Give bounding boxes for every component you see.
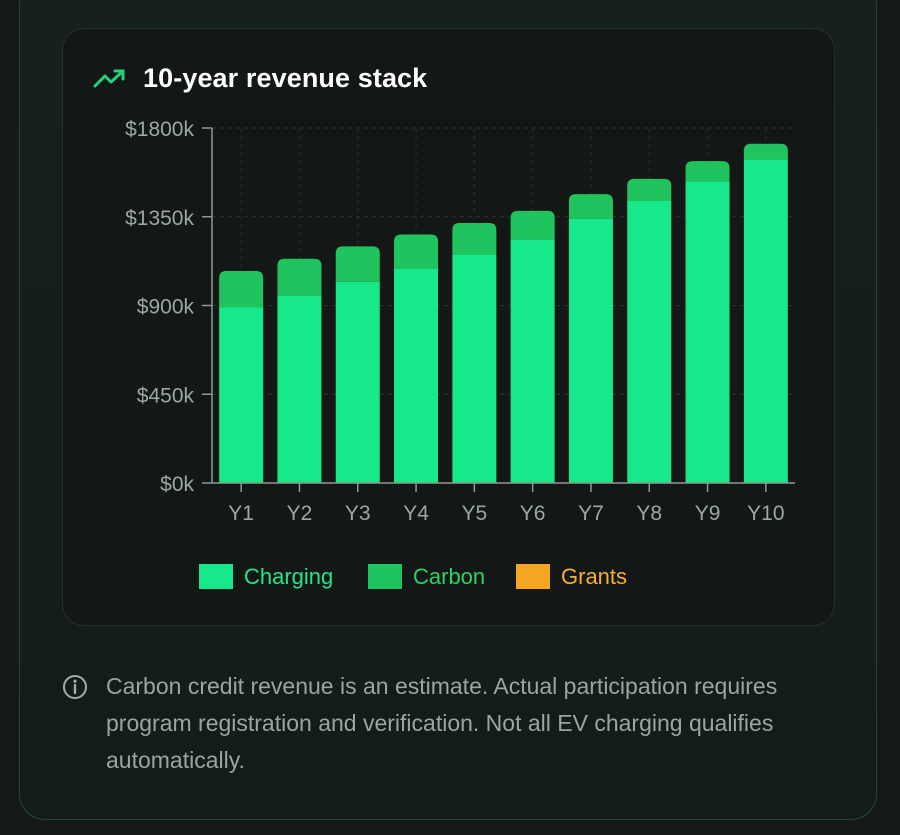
legend-swatch-charging: [199, 564, 233, 589]
y-tick-label: $0k: [160, 473, 194, 496]
bar-carbon-y10: [743, 143, 788, 160]
bar-carbon-y2: [277, 258, 322, 296]
note-text: Carbon credit revenue is an estimate. Ac…: [106, 673, 778, 773]
bar-charging-y7: [568, 218, 613, 483]
x-tick-label: Y10: [747, 502, 784, 525]
bar-carbon-y7: [568, 194, 613, 219]
disclaimer-note: Carbon credit revenue is an estimate. Ac…: [62, 668, 842, 779]
bar-carbon-y3: [335, 246, 380, 282]
bar-carbon-y8: [627, 178, 672, 201]
trending-up-icon: [93, 69, 125, 88]
bar-charging-y1: [219, 307, 264, 483]
bar-charging-y8: [627, 200, 672, 483]
y-tick-label: $450k: [137, 384, 195, 407]
y-tick-label: $900k: [137, 296, 195, 319]
bar-carbon-y5: [452, 223, 497, 255]
bar-carbon-y9: [685, 161, 730, 182]
card-header: 10-year revenue stack: [93, 60, 427, 96]
legend-label-charging: Charging: [244, 564, 333, 589]
bar-carbon-y6: [510, 210, 555, 240]
legend-label-grants: Grants: [561, 564, 627, 589]
legend-swatch-grants: [516, 564, 550, 589]
x-tick-label: Y8: [636, 502, 662, 525]
bar-charging-y5: [452, 254, 497, 483]
x-tick-label: Y7: [578, 502, 604, 525]
info-icon: [63, 675, 87, 699]
x-tick-label: Y3: [345, 502, 371, 525]
bar-carbon-y1: [219, 270, 264, 308]
legend-swatch-carbon: [368, 564, 402, 589]
x-tick-label: Y5: [462, 502, 488, 525]
y-tick-label: $1350k: [125, 207, 194, 230]
bar-charging-y9: [685, 181, 730, 483]
card-title: 10-year revenue stack: [143, 62, 428, 93]
bar-charging-y10: [743, 159, 788, 484]
x-tick-label: Y1: [228, 502, 254, 525]
x-tick-label: Y2: [287, 502, 313, 525]
y-tick-label: $1800k: [125, 118, 194, 141]
x-tick-label: Y4: [403, 502, 429, 525]
legend-label-carbon: Carbon: [413, 564, 485, 589]
bar-carbon-y4: [394, 234, 439, 269]
x-tick-label: Y9: [695, 502, 721, 525]
bar-charging-y4: [394, 268, 439, 483]
bar-charging-y2: [277, 295, 322, 483]
x-tick-label: Y6: [520, 502, 546, 525]
bar-charging-y3: [335, 281, 380, 483]
bar-charging-y6: [510, 239, 555, 483]
